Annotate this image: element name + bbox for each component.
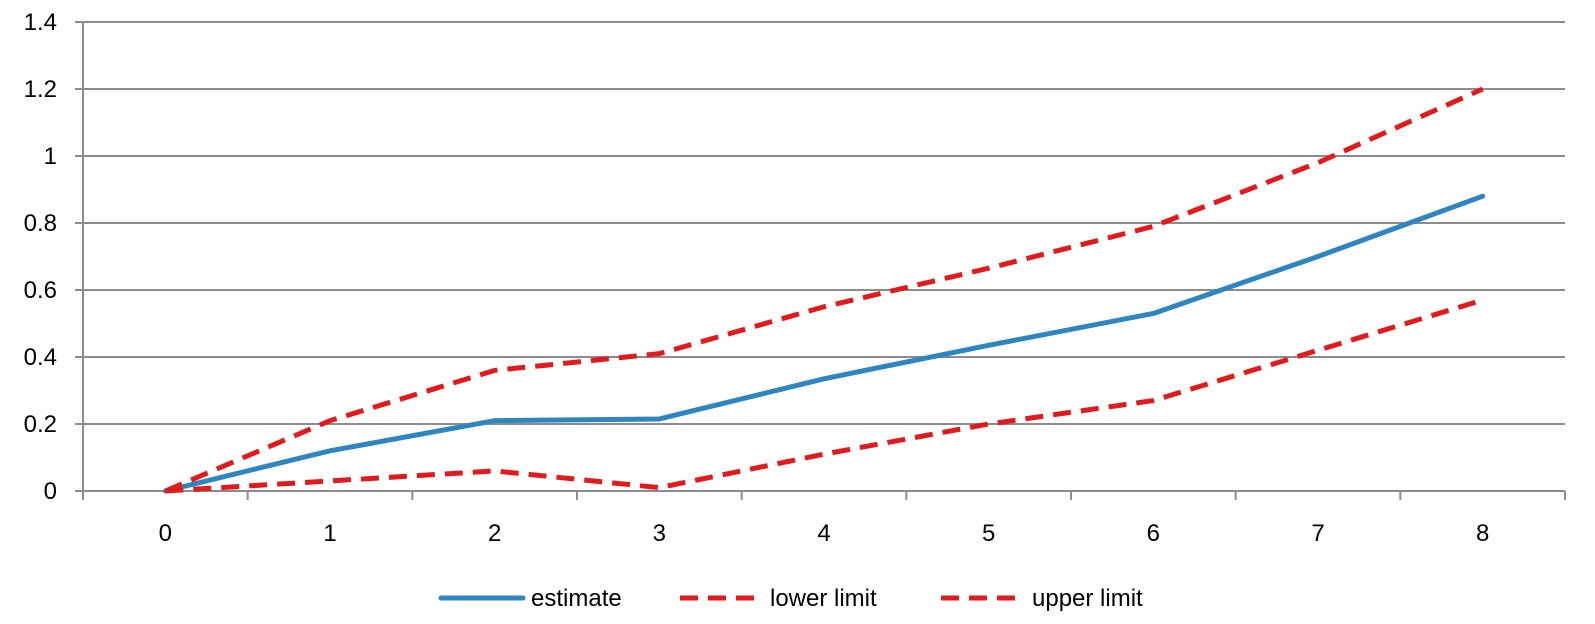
series-line-lower-limit bbox=[165, 297, 1484, 494]
x-tick-labels: 0 1 2 3 4 5 6 7 8 bbox=[159, 520, 1490, 547]
grid-lines bbox=[83, 21, 1565, 425]
y-tick-label: 1.4 bbox=[24, 9, 57, 36]
x-tick-label: 6 bbox=[1147, 520, 1160, 547]
y-tick-label: 1.2 bbox=[24, 76, 57, 103]
x-tick-label: 1 bbox=[323, 520, 336, 547]
series-line-estimate bbox=[162, 193, 1486, 494]
legend-label: upper limit bbox=[1032, 585, 1143, 612]
y-tick-label: 0.2 bbox=[24, 411, 57, 438]
legend-label: lower limit bbox=[770, 585, 877, 612]
x-tick-label: 3 bbox=[653, 520, 666, 547]
y-tick-labels: 0 0.2 0.4 0.6 0.8 1 1.2 1.4 bbox=[24, 9, 57, 505]
x-tick-label: 4 bbox=[817, 520, 830, 547]
x-tick-label: 2 bbox=[488, 520, 501, 547]
legend: estimate lower limit upper limit bbox=[438, 585, 1143, 612]
y-tick-label: 1 bbox=[44, 143, 57, 170]
y-tick-label: 0.4 bbox=[24, 344, 57, 371]
series-line-upper-limit bbox=[164, 86, 1484, 494]
series-lines bbox=[162, 86, 1486, 494]
legend-label: estimate bbox=[531, 585, 622, 612]
x-tick-label: 8 bbox=[1476, 520, 1489, 547]
y-tick-label: 0.6 bbox=[24, 277, 57, 304]
axes bbox=[75, 21, 1566, 500]
x-tick-label: 5 bbox=[982, 520, 995, 547]
y-tick-label: 0 bbox=[44, 478, 57, 505]
x-tick-label: 0 bbox=[159, 520, 172, 547]
x-tick-label: 7 bbox=[1311, 520, 1324, 547]
y-tick-label: 0.8 bbox=[24, 210, 57, 237]
